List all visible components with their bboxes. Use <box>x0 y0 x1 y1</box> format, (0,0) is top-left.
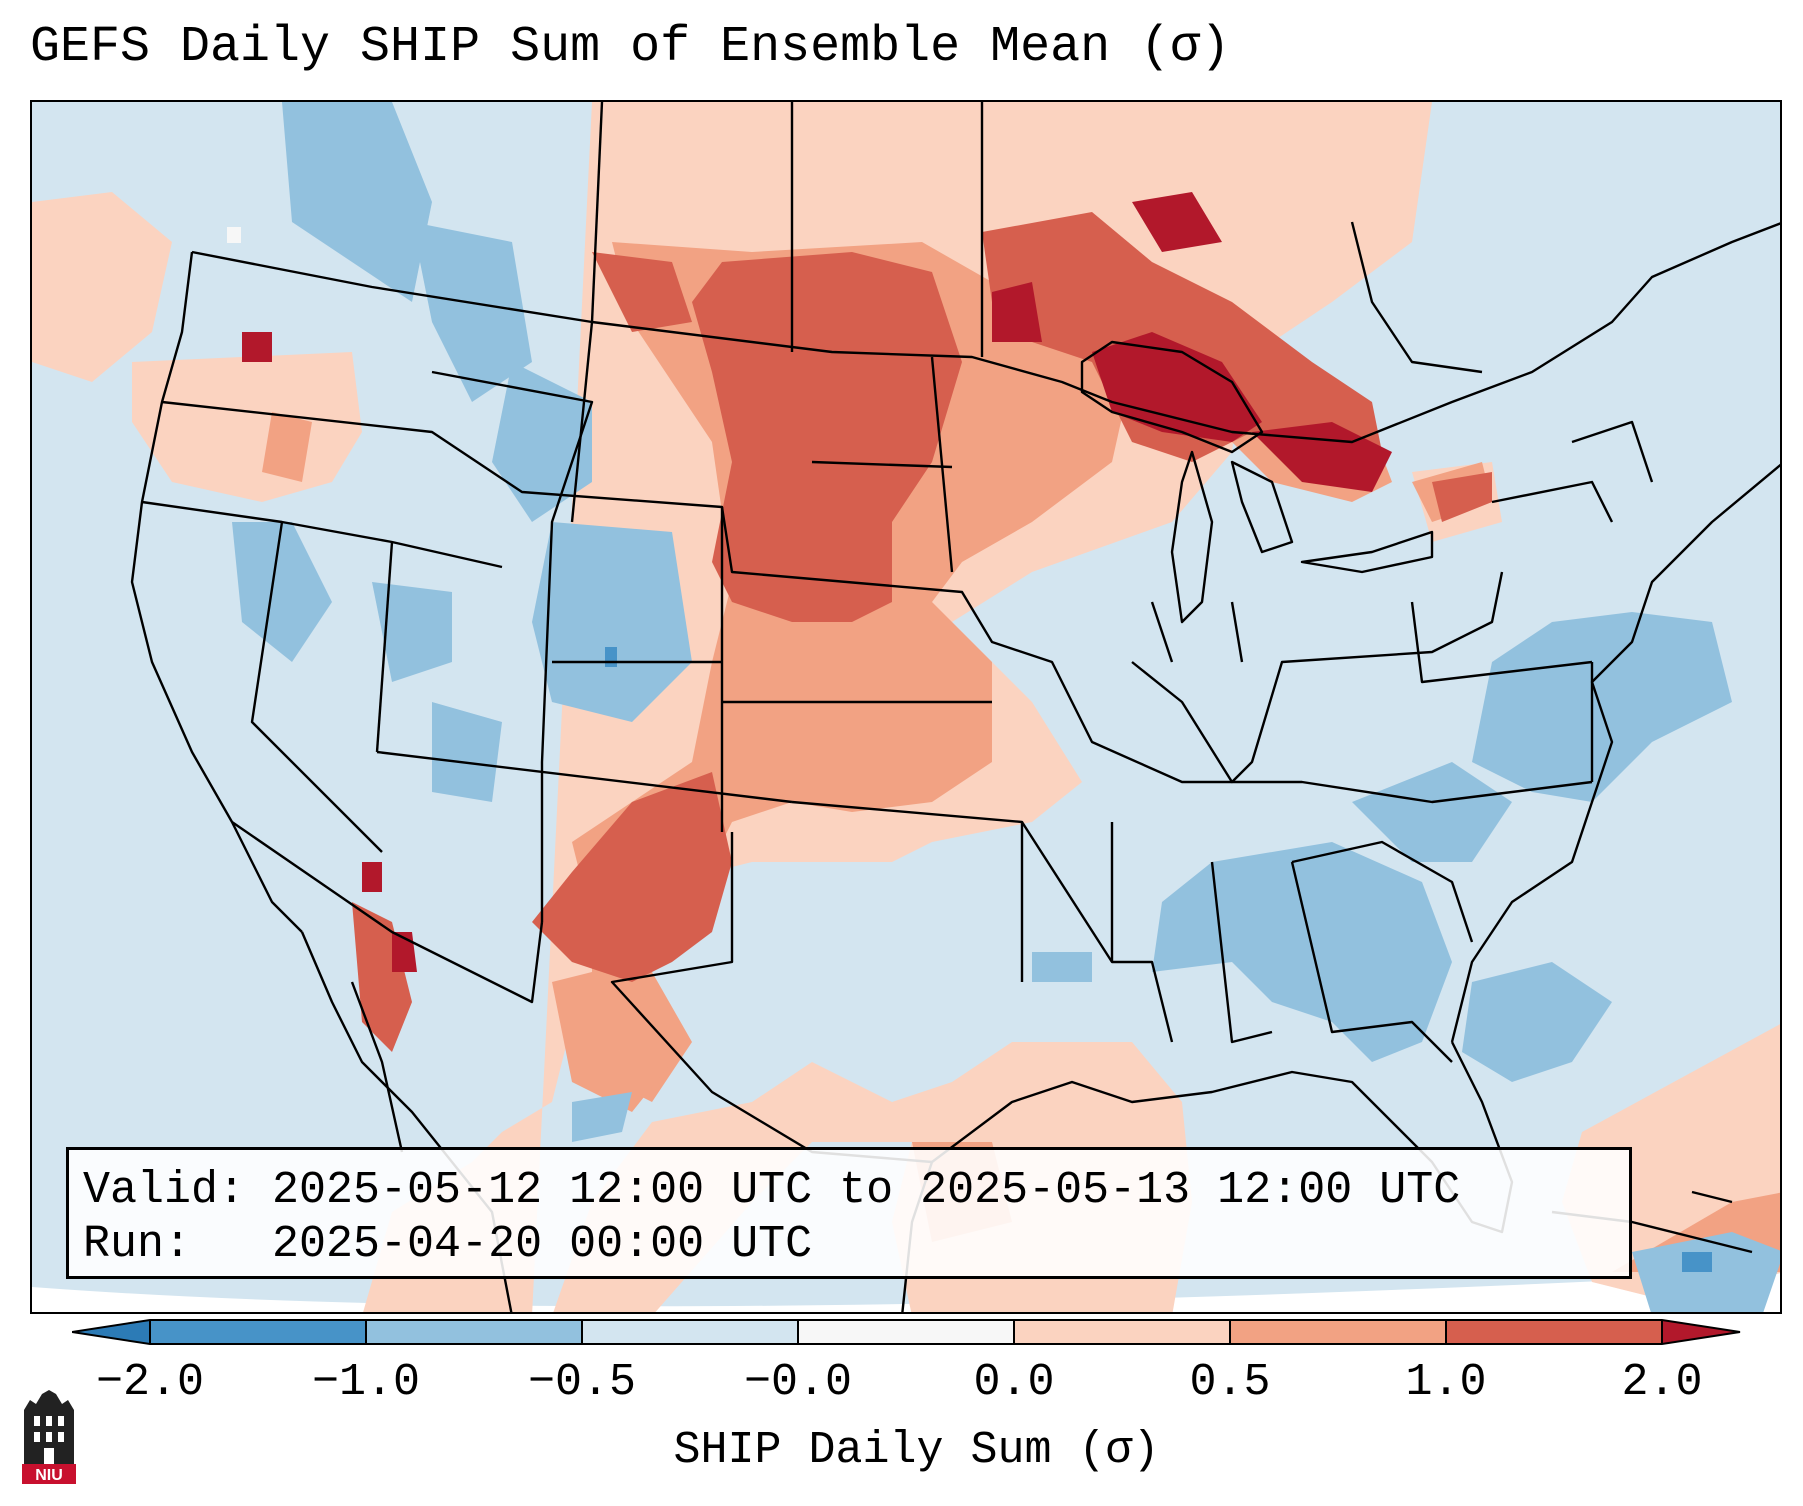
valid-time-line: Valid: 2025-05-12 12:00 UTC to 2025-05-1… <box>83 1165 1461 1216</box>
colorbar-bin-4 <box>798 1320 1014 1344</box>
colorbar-extend-high <box>1662 1320 1740 1344</box>
valid-run-info-box: Valid: 2025-05-12 12:00 UTC to 2025-05-1… <box>66 1147 1632 1279</box>
colorbar-bin-7 <box>1446 1320 1662 1344</box>
map-title: GEFS Daily SHIP Sum of Ensemble Mean (σ) <box>30 19 1231 76</box>
colorbar <box>71 1318 1742 1346</box>
colorbar-extend-low <box>72 1320 150 1344</box>
colorbar-tick-label: −0.5 <box>527 1357 637 1408</box>
colorbar-bin-6 <box>1230 1320 1446 1344</box>
colorbar-bin-3 <box>582 1320 798 1344</box>
niu-tower-logo-icon: NIU <box>20 1390 78 1484</box>
colorbar-tick-label: 1.0 <box>1405 1357 1487 1408</box>
colorbar-ticks: −2.0 −1.0 −0.5 −0.0 0.0 0.5 1.0 2.0 <box>0 1355 1803 1415</box>
colorbar-label: SHIP Daily Sum (σ) <box>673 1425 1160 1476</box>
colorbar-tick-label: −0.0 <box>743 1357 853 1408</box>
map-panel <box>30 100 1782 1314</box>
anomaly-above-2 <box>242 192 1392 972</box>
svg-text:NIU: NIU <box>35 1467 63 1484</box>
colorbar-tick-label: 0.0 <box>973 1357 1055 1408</box>
anomaly-neg-1-neg-0.5 <box>232 102 1780 1312</box>
map-canvas <box>32 102 1780 1312</box>
colorbar-bin-1 <box>150 1320 366 1344</box>
colorbar-tick-label: 2.0 <box>1621 1357 1703 1408</box>
colorbar-tick-label: −2.0 <box>95 1357 205 1408</box>
run-time-line: Run: 2025-04-20 00:00 UTC <box>83 1219 813 1270</box>
colorbar-svg <box>71 1319 1741 1345</box>
colorbar-bin-2 <box>366 1320 582 1344</box>
colorbar-bin-5 <box>1014 1320 1230 1344</box>
political-boundaries <box>130 102 1780 1312</box>
colorbar-tick-label: 0.5 <box>1189 1357 1271 1408</box>
colorbar-tick-label: −1.0 <box>311 1357 421 1408</box>
